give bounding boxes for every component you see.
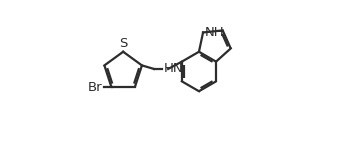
Text: Br: Br (88, 81, 102, 94)
Text: S: S (119, 37, 128, 50)
Text: HN: HN (164, 62, 184, 75)
Text: NH: NH (205, 26, 224, 39)
